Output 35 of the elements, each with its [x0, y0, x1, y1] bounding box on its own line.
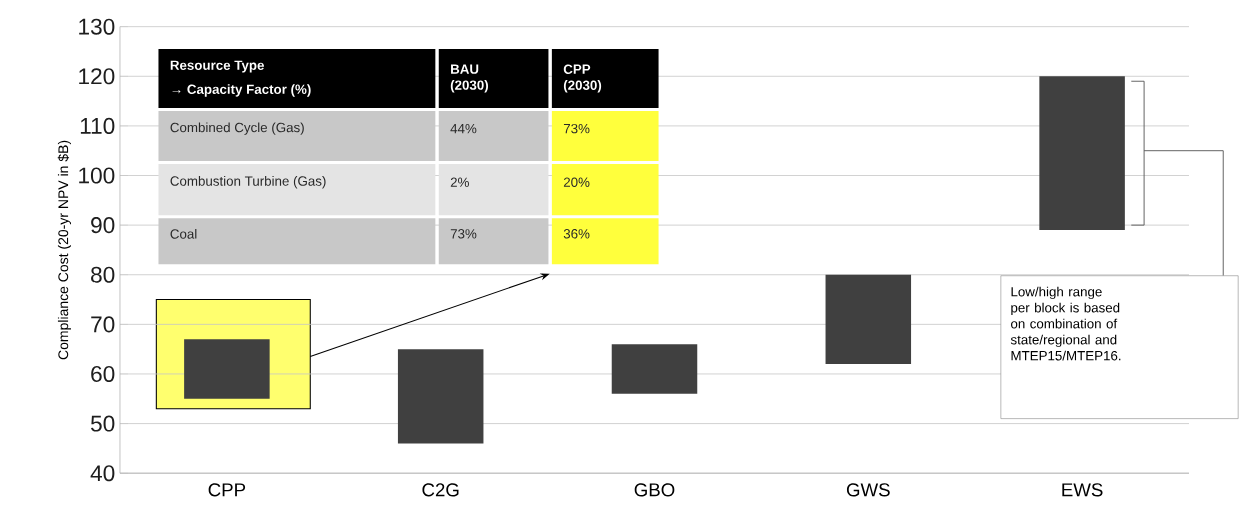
annotation: 36%	[563, 229, 590, 239]
x-tick-label: CPP	[208, 483, 246, 497]
y-tick-label: 70	[91, 316, 115, 333]
y-tick-label: 100	[79, 167, 115, 184]
y-tick-label: 50	[90, 415, 115, 432]
annotation: BAU (2030)	[450, 64, 489, 93]
y-tick-label: 60	[91, 366, 115, 383]
bar	[184, 339, 270, 399]
annotation: Resource Type	[170, 60, 264, 73]
annotation: 2%	[450, 177, 469, 187]
y-tick-label: 130	[79, 18, 115, 35]
y-tick-label: 40	[90, 465, 115, 482]
x-tick-label: C2G	[422, 483, 459, 497]
y-tick-label: 80	[91, 266, 115, 283]
annotation: 20%	[563, 177, 590, 187]
bar	[825, 274, 912, 365]
bar	[1039, 76, 1125, 231]
x-tick-label: GWS	[846, 483, 890, 497]
x-tick-label: GBO	[634, 483, 675, 497]
y-tick-label: 110	[80, 117, 115, 134]
annotation: Coal	[170, 228, 197, 239]
annotation: → Capacity Factor (%)	[172, 84, 311, 97]
annotation: 44%	[450, 124, 477, 134]
y-tick-label: 120	[79, 68, 115, 85]
annotation: 73%	[450, 229, 477, 239]
bar	[397, 349, 484, 444]
bar	[611, 344, 698, 394]
annotation: 73%	[563, 123, 590, 134]
annotation: Low/high range per block is based on combination of state/regional and MTEP15/MTEP16.	[1010, 286, 1121, 361]
annotation: CPP (2030)	[563, 64, 602, 93]
x-tick-label: EWS	[1062, 483, 1103, 497]
annotation: Combustion Turbine (Gas)	[170, 176, 326, 189]
annotation: Combined Cycle (Gas)	[170, 122, 304, 135]
y-axis-title: Compliance Cost (20-yr NPV in $B)	[57, 140, 71, 360]
y-tick-label: 90	[91, 217, 115, 234]
